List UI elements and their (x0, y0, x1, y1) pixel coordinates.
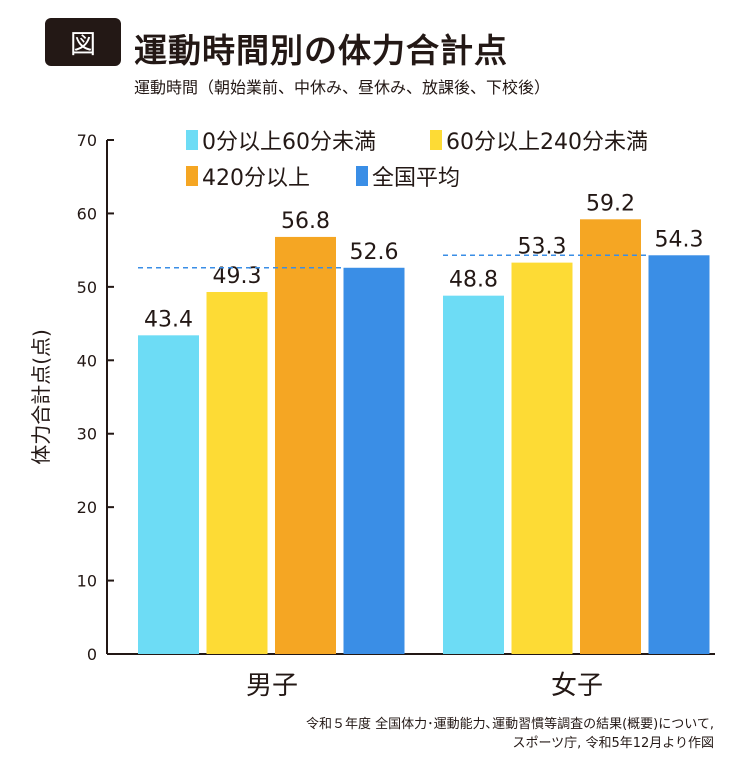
legend-item-3: 全国平均 (356, 160, 460, 192)
y-tick-label: 30 (77, 425, 97, 444)
y-tick-label: 20 (77, 498, 97, 517)
y-axis-label: 体力合計点(点) (29, 329, 53, 465)
x-category-label: 男子 (246, 671, 298, 701)
bar-3-0 (343, 267, 405, 654)
source-line-2: スポーツ庁, 令和5年12月より作図 (512, 736, 714, 751)
legend-item-1: 60分以上240分未満 (430, 124, 648, 156)
x-category-label: 女子 (551, 671, 603, 701)
bar-1-1 (511, 262, 573, 654)
legend-swatch (356, 166, 368, 186)
bar-3-1 (648, 255, 710, 655)
legend-item-2: 420分以上 (186, 160, 310, 192)
figure-badge: 図 (45, 18, 121, 66)
source-note: 令和５年度 全国体力･運動能力､運動習慣等調査の結果(概要)について, スポーツ… (306, 715, 714, 753)
bar-1-0 (206, 291, 268, 654)
y-tick-label: 10 (77, 572, 97, 591)
data-label: 56.8 (281, 209, 330, 234)
bar-0-0 (138, 335, 199, 654)
y-tick-label: 40 (77, 351, 97, 370)
chart-title: 運動時間別の体力合計点 (134, 31, 508, 70)
data-label: 52.6 (350, 240, 399, 265)
legend-swatch (186, 166, 198, 186)
legend-label: 0分以上60分未満 (202, 130, 376, 155)
bar-2-1 (580, 219, 641, 654)
data-label: 54.3 (655, 227, 704, 252)
data-label: 43.4 (144, 307, 193, 332)
y-tick-label: 70 (77, 131, 97, 150)
y-tick-label: 60 (77, 204, 97, 223)
legend-label: 全国平均 (372, 166, 461, 191)
bar-2-0 (275, 236, 336, 654)
legend-label: 60分以上240分未満 (446, 130, 648, 155)
legend-item-0: 0分以上60分未満 (186, 124, 376, 156)
bar-0-1 (443, 295, 504, 654)
y-tick-label: 0 (87, 645, 97, 664)
data-label: 48.8 (449, 268, 498, 293)
legend-label: 420分以上 (202, 166, 310, 191)
y-tick-label: 50 (77, 278, 97, 297)
legend-swatch (186, 130, 198, 150)
data-label: 59.2 (586, 191, 635, 216)
legend-swatch (430, 130, 442, 150)
chart-subtitle: 運動時間（朝始業前、中休み、昼休み、放課後、下校後） (134, 78, 551, 97)
source-line-1: 令和５年度 全国体力･運動能力､運動習慣等調査の結果(概要)について, (305, 717, 714, 732)
